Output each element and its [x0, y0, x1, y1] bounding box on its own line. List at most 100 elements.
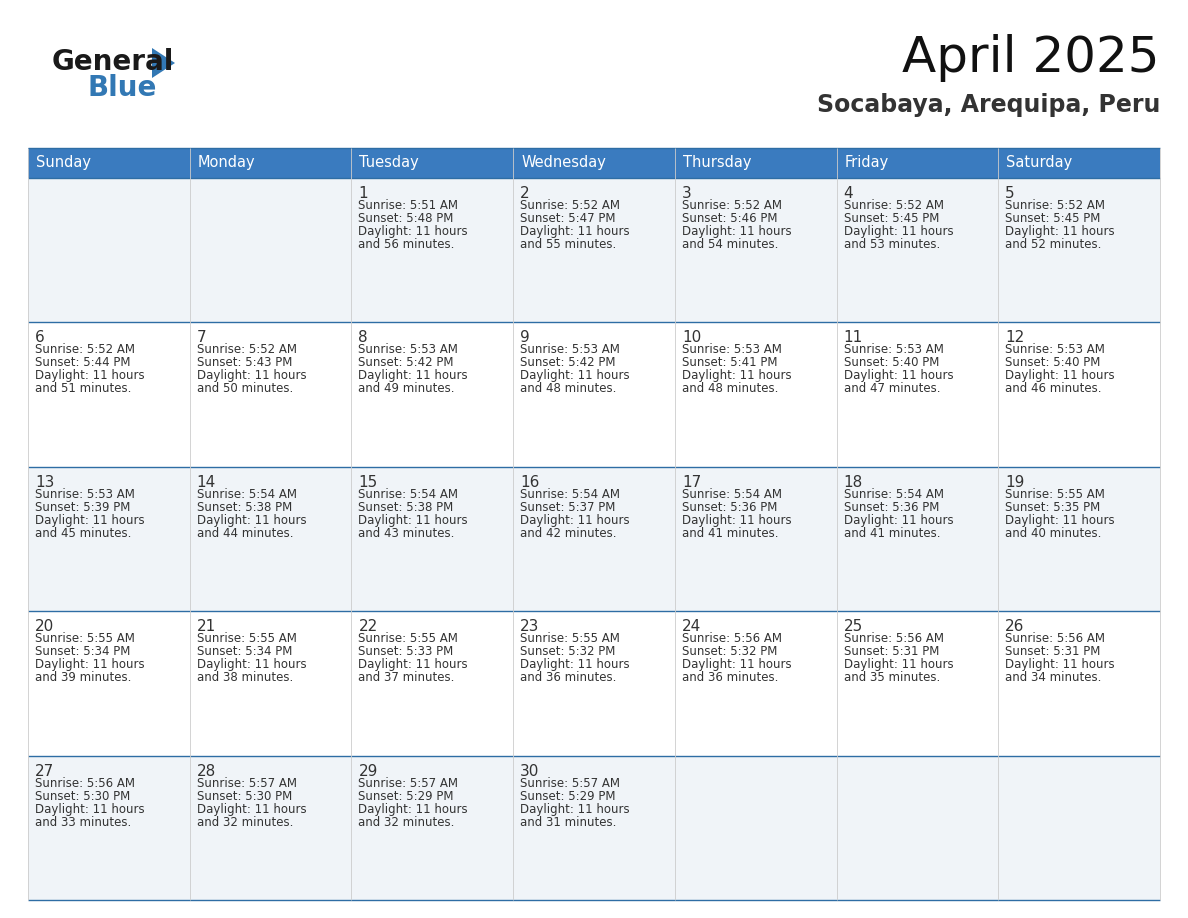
- Bar: [190, 322, 352, 466]
- Text: Sunset: 5:41 PM: Sunset: 5:41 PM: [682, 356, 777, 369]
- Text: 14: 14: [197, 475, 216, 490]
- Text: 19: 19: [1005, 475, 1025, 490]
- Text: Sunset: 5:31 PM: Sunset: 5:31 PM: [843, 645, 939, 658]
- Text: Sunset: 5:38 PM: Sunset: 5:38 PM: [359, 501, 454, 514]
- Bar: [352, 466, 513, 611]
- Text: Sunset: 5:32 PM: Sunset: 5:32 PM: [682, 645, 777, 658]
- Text: and 53 minutes.: and 53 minutes.: [843, 238, 940, 251]
- Text: Daylight: 11 hours: Daylight: 11 hours: [843, 658, 953, 671]
- Text: 1: 1: [359, 186, 368, 201]
- Text: Sunset: 5:45 PM: Sunset: 5:45 PM: [1005, 212, 1100, 225]
- Text: Daylight: 11 hours: Daylight: 11 hours: [359, 658, 468, 671]
- Text: Daylight: 11 hours: Daylight: 11 hours: [197, 658, 307, 671]
- Text: Daylight: 11 hours: Daylight: 11 hours: [359, 225, 468, 238]
- Text: Daylight: 11 hours: Daylight: 11 hours: [1005, 514, 1114, 527]
- Text: Daylight: 11 hours: Daylight: 11 hours: [520, 225, 630, 238]
- Text: Sunrise: 5:52 AM: Sunrise: 5:52 AM: [197, 343, 297, 356]
- Text: 4: 4: [843, 186, 853, 201]
- Bar: [513, 322, 675, 466]
- Text: Sunrise: 5:52 AM: Sunrise: 5:52 AM: [34, 343, 135, 356]
- Text: and 56 minutes.: and 56 minutes.: [359, 238, 455, 251]
- Text: Sunset: 5:40 PM: Sunset: 5:40 PM: [1005, 356, 1100, 369]
- Text: 18: 18: [843, 475, 862, 490]
- Bar: [836, 322, 998, 466]
- Bar: [352, 611, 513, 756]
- Text: Sunrise: 5:54 AM: Sunrise: 5:54 AM: [682, 487, 782, 501]
- Text: Sunrise: 5:55 AM: Sunrise: 5:55 AM: [34, 633, 135, 645]
- Text: 7: 7: [197, 330, 207, 345]
- Text: Daylight: 11 hours: Daylight: 11 hours: [843, 514, 953, 527]
- Text: and 49 minutes.: and 49 minutes.: [359, 383, 455, 396]
- Text: Daylight: 11 hours: Daylight: 11 hours: [359, 369, 468, 383]
- Text: Sunset: 5:39 PM: Sunset: 5:39 PM: [34, 501, 131, 514]
- Text: 17: 17: [682, 475, 701, 490]
- Text: Sunrise: 5:52 AM: Sunrise: 5:52 AM: [682, 199, 782, 212]
- Text: and 48 minutes.: and 48 minutes.: [520, 383, 617, 396]
- Text: Sunset: 5:38 PM: Sunset: 5:38 PM: [197, 501, 292, 514]
- Text: Sunset: 5:40 PM: Sunset: 5:40 PM: [843, 356, 939, 369]
- Text: and 52 minutes.: and 52 minutes.: [1005, 238, 1101, 251]
- Text: Sunset: 5:44 PM: Sunset: 5:44 PM: [34, 356, 131, 369]
- Text: and 37 minutes.: and 37 minutes.: [359, 671, 455, 684]
- Text: Sunrise: 5:55 AM: Sunrise: 5:55 AM: [520, 633, 620, 645]
- Text: Sunrise: 5:54 AM: Sunrise: 5:54 AM: [520, 487, 620, 501]
- Text: Daylight: 11 hours: Daylight: 11 hours: [843, 225, 953, 238]
- Text: Daylight: 11 hours: Daylight: 11 hours: [359, 802, 468, 815]
- Bar: [513, 756, 675, 900]
- Bar: [513, 178, 675, 322]
- Text: Sunset: 5:46 PM: Sunset: 5:46 PM: [682, 212, 777, 225]
- Text: Sunrise: 5:52 AM: Sunrise: 5:52 AM: [843, 199, 943, 212]
- Polygon shape: [152, 48, 175, 78]
- Text: and 51 minutes.: and 51 minutes.: [34, 383, 132, 396]
- Text: Sunset: 5:47 PM: Sunset: 5:47 PM: [520, 212, 615, 225]
- Text: 20: 20: [34, 620, 55, 634]
- Text: Daylight: 11 hours: Daylight: 11 hours: [520, 369, 630, 383]
- Text: Tuesday: Tuesday: [360, 155, 419, 171]
- Text: Sunset: 5:45 PM: Sunset: 5:45 PM: [843, 212, 939, 225]
- Text: 11: 11: [843, 330, 862, 345]
- Text: Sunrise: 5:51 AM: Sunrise: 5:51 AM: [359, 199, 459, 212]
- Bar: [352, 756, 513, 900]
- Text: 2: 2: [520, 186, 530, 201]
- Text: Sunrise: 5:53 AM: Sunrise: 5:53 AM: [34, 487, 135, 501]
- Bar: [675, 322, 836, 466]
- Bar: [29, 756, 190, 900]
- Text: Daylight: 11 hours: Daylight: 11 hours: [197, 369, 307, 383]
- Bar: [29, 178, 190, 322]
- Bar: [836, 466, 998, 611]
- Text: 27: 27: [34, 764, 55, 778]
- Text: 9: 9: [520, 330, 530, 345]
- Text: Daylight: 11 hours: Daylight: 11 hours: [682, 658, 791, 671]
- Text: 3: 3: [682, 186, 691, 201]
- Text: Daylight: 11 hours: Daylight: 11 hours: [520, 514, 630, 527]
- Text: Sunrise: 5:55 AM: Sunrise: 5:55 AM: [1005, 487, 1105, 501]
- Text: Sunrise: 5:53 AM: Sunrise: 5:53 AM: [843, 343, 943, 356]
- Text: April 2025: April 2025: [903, 34, 1159, 82]
- Text: and 41 minutes.: and 41 minutes.: [843, 527, 940, 540]
- Text: Sunday: Sunday: [36, 155, 91, 171]
- Text: and 32 minutes.: and 32 minutes.: [197, 815, 293, 829]
- Text: Daylight: 11 hours: Daylight: 11 hours: [682, 369, 791, 383]
- Bar: [675, 611, 836, 756]
- Text: Sunrise: 5:57 AM: Sunrise: 5:57 AM: [359, 777, 459, 789]
- Text: Daylight: 11 hours: Daylight: 11 hours: [197, 514, 307, 527]
- Text: Daylight: 11 hours: Daylight: 11 hours: [520, 658, 630, 671]
- Text: Sunset: 5:42 PM: Sunset: 5:42 PM: [520, 356, 615, 369]
- Text: Sunrise: 5:56 AM: Sunrise: 5:56 AM: [682, 633, 782, 645]
- Text: Sunrise: 5:56 AM: Sunrise: 5:56 AM: [1005, 633, 1105, 645]
- Text: Daylight: 11 hours: Daylight: 11 hours: [34, 514, 145, 527]
- Text: Sunrise: 5:54 AM: Sunrise: 5:54 AM: [843, 487, 943, 501]
- Text: Daylight: 11 hours: Daylight: 11 hours: [1005, 658, 1114, 671]
- Bar: [513, 148, 675, 178]
- Text: Sunrise: 5:54 AM: Sunrise: 5:54 AM: [197, 487, 297, 501]
- Text: 8: 8: [359, 330, 368, 345]
- Text: General: General: [52, 48, 175, 76]
- Text: Daylight: 11 hours: Daylight: 11 hours: [34, 369, 145, 383]
- Bar: [352, 148, 513, 178]
- Text: Daylight: 11 hours: Daylight: 11 hours: [1005, 225, 1114, 238]
- Text: Daylight: 11 hours: Daylight: 11 hours: [843, 369, 953, 383]
- Text: Sunset: 5:29 PM: Sunset: 5:29 PM: [359, 789, 454, 802]
- Bar: [29, 611, 190, 756]
- Text: and 31 minutes.: and 31 minutes.: [520, 815, 617, 829]
- Text: Sunrise: 5:53 AM: Sunrise: 5:53 AM: [520, 343, 620, 356]
